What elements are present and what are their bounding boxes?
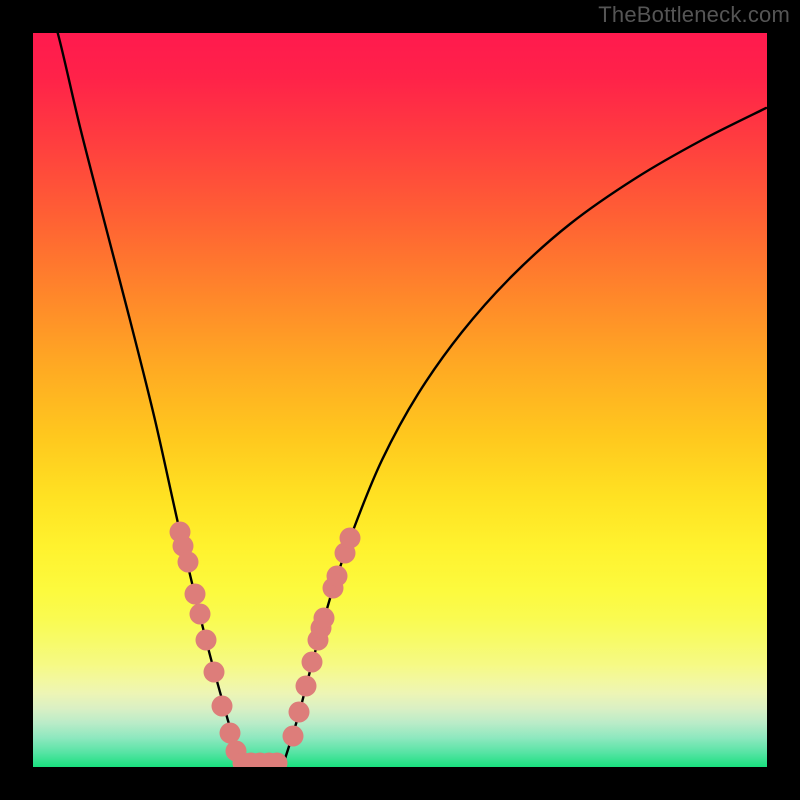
watermark-text: TheBottleneck.com xyxy=(598,2,790,28)
marker-left-7 xyxy=(212,696,233,717)
marker-left-6 xyxy=(204,662,225,683)
marker-right-1 xyxy=(289,702,310,723)
marker-right-6 xyxy=(314,608,335,629)
marker-right-8 xyxy=(327,566,348,587)
marker-left-8 xyxy=(220,723,241,744)
marker-right-2 xyxy=(296,676,317,697)
marker-left-2 xyxy=(178,552,199,573)
marker-left-5 xyxy=(196,630,217,651)
marker-right-0 xyxy=(283,726,304,747)
marker-right-10 xyxy=(340,528,361,549)
marker-left-3 xyxy=(185,584,206,605)
chart-svg xyxy=(0,0,800,800)
chart-container: TheBottleneck.com xyxy=(0,0,800,800)
marker-left-4 xyxy=(190,604,211,625)
marker-right-3 xyxy=(302,652,323,673)
plot-background xyxy=(33,33,767,767)
